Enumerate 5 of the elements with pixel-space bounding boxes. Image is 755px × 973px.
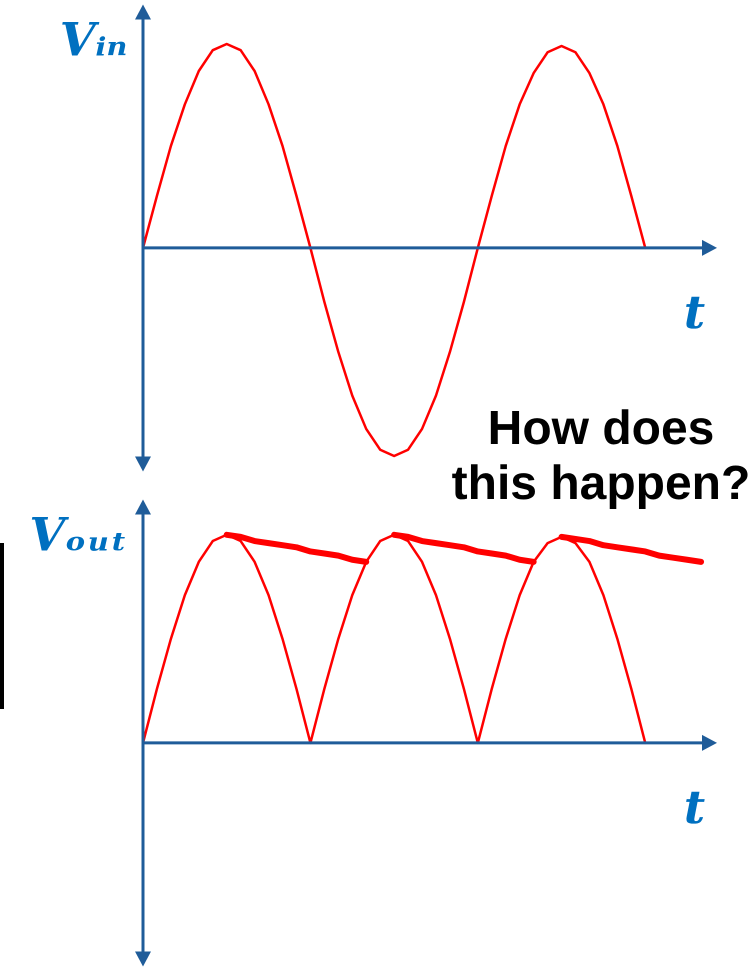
y-axis-title: Vₒᵤₜ bbox=[29, 508, 128, 562]
y-axis-title: Vᵢₙ bbox=[60, 12, 128, 66]
annotation: How does this happen? bbox=[450, 401, 752, 511]
x-axis-title: t bbox=[684, 780, 706, 834]
x-axis-title: t bbox=[684, 285, 706, 339]
